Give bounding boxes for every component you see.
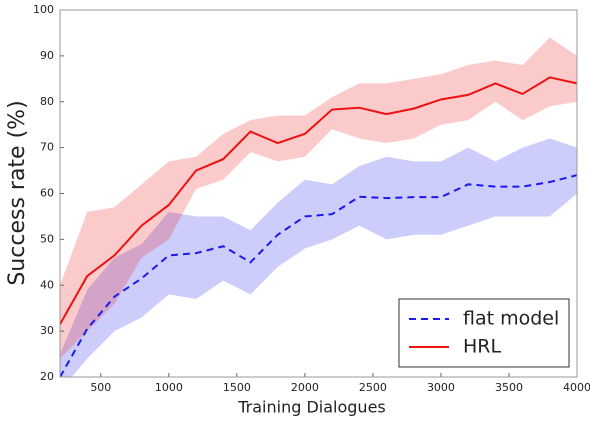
- x-tick-label: 1500: [223, 381, 251, 394]
- x-tick-label: 2500: [359, 381, 387, 394]
- y-tick-label: 30: [40, 324, 54, 337]
- confidence-band: [60, 37, 577, 359]
- legend-label: flat model: [463, 308, 559, 330]
- confidence-band: [60, 138, 577, 377]
- legend-box: [398, 298, 570, 368]
- x-tick-label: 500: [90, 381, 111, 394]
- x-tick-label: 3000: [427, 381, 455, 394]
- y-tick-label: 90: [40, 49, 54, 62]
- legend-label: HRL: [463, 336, 501, 358]
- plot-frame: [59, 9, 578, 378]
- x-tick-label: 2000: [291, 381, 319, 394]
- x-tick-label: 3500: [495, 381, 523, 394]
- y-tick-label: 60: [40, 187, 54, 200]
- y-tick-label: 70: [40, 141, 54, 154]
- y-tick-label: 80: [40, 95, 54, 108]
- y-tick-label: 50: [40, 232, 54, 245]
- series-line: [60, 76, 577, 325]
- x-tick-label: 4000: [563, 381, 590, 394]
- x-axis-label: Training Dialogues: [237, 398, 386, 417]
- y-tick-label: 100: [33, 3, 54, 16]
- y-tick-label: 20: [40, 370, 54, 383]
- y-tick-label: 40: [40, 278, 54, 291]
- y-axis-label: Success rate (%): [5, 100, 30, 285]
- series-line: [60, 174, 577, 377]
- plot-area: [60, 37, 577, 377]
- x-tick-label: 1000: [155, 381, 183, 394]
